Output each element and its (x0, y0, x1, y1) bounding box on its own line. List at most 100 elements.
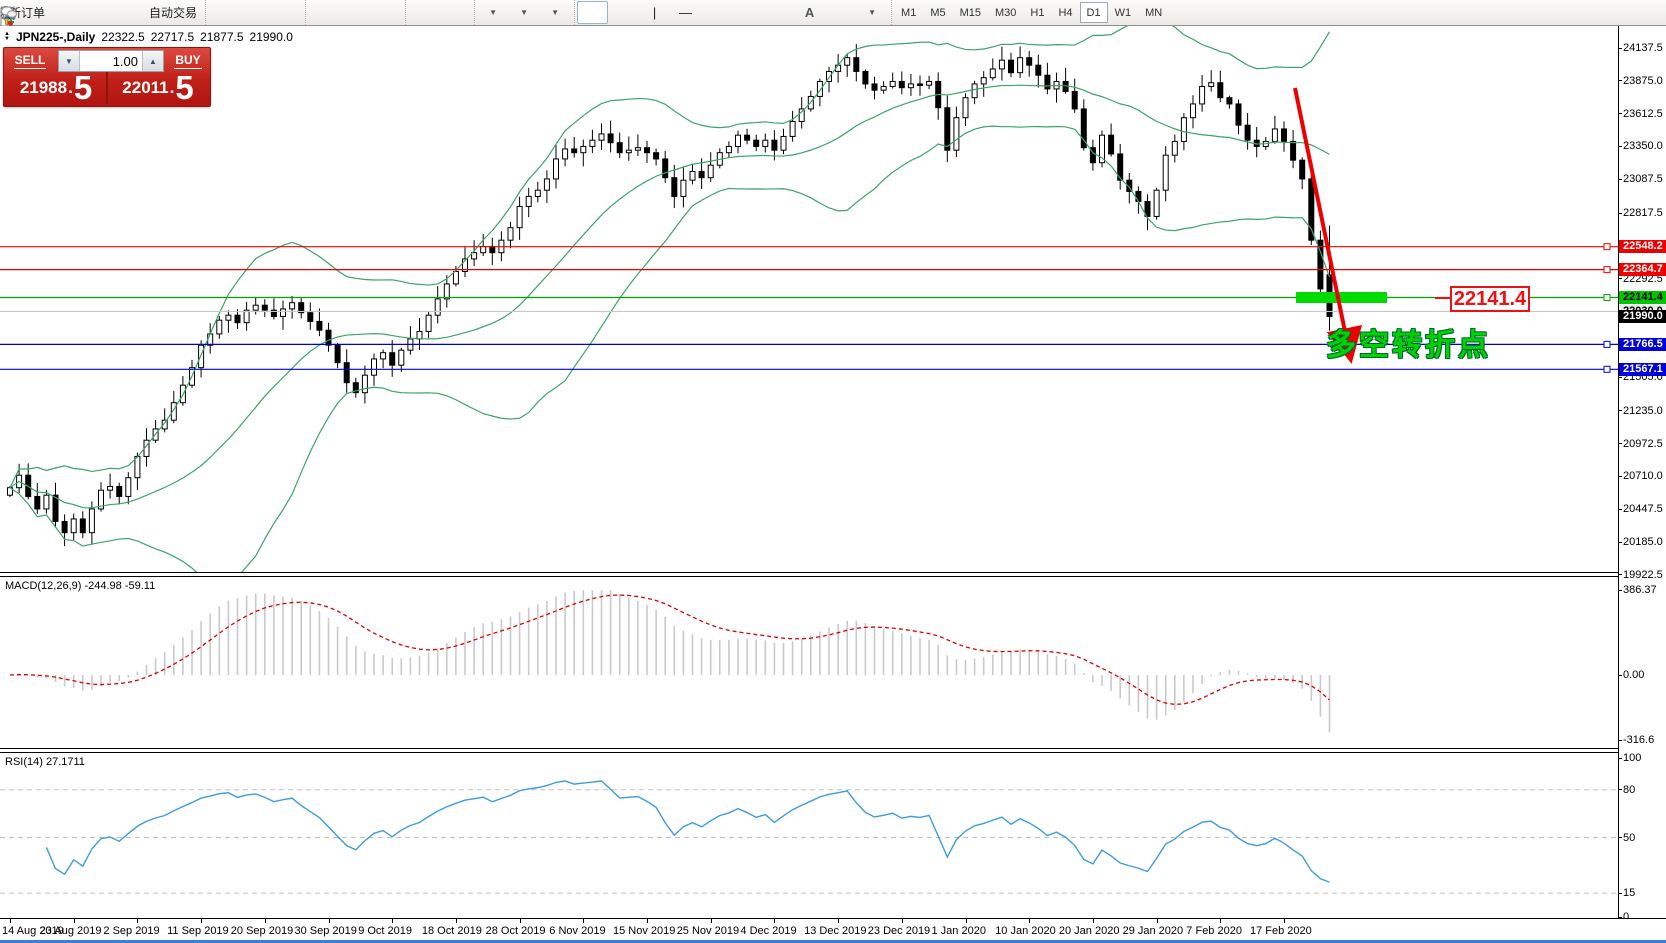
line-handle (1603, 266, 1611, 274)
candle-body (944, 107, 951, 151)
line-handle (1603, 243, 1611, 251)
candle-body (361, 374, 368, 394)
candle-body (1135, 190, 1142, 202)
horizontal-line-tool[interactable]: — (679, 5, 693, 20)
price-tick (1619, 47, 1622, 49)
candle-body (252, 304, 259, 311)
candle-body (616, 142, 623, 154)
candle-body (534, 189, 541, 197)
text-tool[interactable]: A (804, 5, 815, 20)
tile-windows-icon[interactable] (1, 1, 401, 24)
timeframe-M1[interactable]: M1 (901, 6, 917, 19)
price-axis[interactable]: 24137.5 23875.0 23612.5 23350.0 23087.5 22817… (1618, 26, 1666, 923)
candle-body (862, 70, 869, 85)
cursor-tool[interactable] (4, 1, 609, 24)
candle-body (243, 309, 250, 324)
price-chart[interactable] (0, 26, 1618, 572)
time-axis[interactable]: 14 Aug 2019 23 Aug 2019 2 Sep 2019 11 Sep 2… (0, 919, 1666, 940)
toolbar-group-standard: 新订单 自动交易 (0, 0, 205, 26)
bollinger-band (9, 125, 1331, 572)
price-level-chip[interactable]: 22548.2 (1619, 240, 1666, 254)
price-tick-label: 23612.5 (1623, 107, 1663, 120)
line-chart-icon[interactable] (0, 1, 301, 24)
timeframe-MN[interactable]: MN (1145, 6, 1163, 19)
vertical-line-tool[interactable]: | (652, 5, 657, 20)
timeframe-H1[interactable]: H1 (1030, 6, 1045, 19)
price-level-chip[interactable]: 21567.1 (1619, 362, 1666, 376)
candlestick-chart-icon[interactable] (1, 1, 270, 24)
shapes-dropdown[interactable]: ▼ (1, 1, 887, 24)
timeframe-M5[interactable]: M5 (930, 6, 946, 19)
bar-chart-icon[interactable] (1, 1, 239, 24)
trend-arrow (1293, 87, 1363, 364)
rsi-scale-label: 80 (1623, 783, 1636, 796)
price-level-chip[interactable]: 22141.4 (1619, 291, 1666, 304)
panel-separator[interactable] (0, 572, 1618, 577)
time-tick-label: 2 Sep 2019 (103, 925, 160, 937)
time-tick-label: 9 Oct 2019 (358, 925, 413, 937)
panel-separator[interactable] (0, 748, 1618, 753)
candle-body (34, 495, 41, 510)
sell-button[interactable]: SELL (13, 53, 47, 69)
zoom-out-icon[interactable] (1, 1, 370, 24)
macd-panel[interactable] (0, 576, 1618, 748)
candle-body (1226, 97, 1233, 105)
text-label-tool[interactable]: T (0, 1, 856, 24)
data-window-icon[interactable] (0, 1, 111, 24)
volume-input[interactable]: 1.00 (80, 51, 142, 71)
price-tick (1619, 475, 1622, 477)
search-icon[interactable] (1, 1, 1631, 24)
price-tick (1619, 574, 1622, 576)
macd-values: -244.98 -59.11 (84, 580, 156, 592)
chat-icon[interactable] (1, 1, 1662, 24)
candle-body (1180, 117, 1187, 142)
trendline-tool[interactable] (1, 1, 732, 24)
zoom-in-icon[interactable] (1, 1, 339, 24)
sell-price-display[interactable]: 21988. 5 (19, 69, 93, 106)
timeframe-H4[interactable]: H4 (1058, 6, 1073, 19)
market-watch-icon[interactable] (1, 1, 80, 24)
timeframe-M30[interactable]: M30 (995, 6, 1017, 19)
timeframe-M15[interactable]: M15 (959, 6, 981, 19)
periods-dropdown[interactable]: ▼ (1, 1, 539, 24)
autotrading-button[interactable]: 自动交易 (1, 1, 201, 26)
candle-body (61, 520, 68, 534)
buy-button[interactable]: BUY (174, 53, 202, 69)
auto-scroll-icon[interactable] (2, 1, 439, 24)
price-callout[interactable]: 22141.4 (1450, 286, 1530, 312)
candle-body (170, 402, 177, 421)
templates-dropdown[interactable]: ▼ (0, 1, 570, 24)
candle-body (425, 314, 432, 332)
candle-body (280, 308, 286, 317)
ohlc-high: 22717.5 (150, 30, 195, 44)
buy-price-display[interactable]: 22011. 5 (122, 69, 194, 106)
timeframe-W1[interactable]: W1 (1114, 6, 1132, 19)
volume-decrease-button[interactable]: ▼ (59, 51, 80, 71)
annotation-text[interactable]: 多空转折点 (1326, 329, 1491, 362)
rsi-panel[interactable] (0, 752, 1618, 918)
fibonacci-tool[interactable]: F (1, 1, 794, 24)
time-tick-label: 7 Feb 2020 (1186, 925, 1242, 937)
candle-body (1199, 85, 1206, 105)
rsi-scale-tick (1619, 837, 1622, 838)
price-level-chip[interactable]: 22364.7 (1619, 263, 1666, 277)
rsi-scale-tick (1619, 757, 1622, 759)
candle-body (853, 57, 860, 72)
price-tick (1619, 278, 1622, 280)
indicators-dropdown[interactable]: ▼ (2, 1, 508, 24)
channel-tool[interactable]: E (0, 1, 763, 24)
price-level-chip[interactable]: 21766.5 (1619, 337, 1666, 351)
candle-body (125, 477, 132, 497)
volume-increase-button[interactable]: ▲ (142, 51, 163, 71)
timeframe-D1[interactable]: D1 (1079, 2, 1108, 23)
candle-body (516, 205, 523, 229)
crosshair-tool[interactable] (1, 1, 639, 24)
candle-body (261, 304, 268, 311)
candle-body (225, 314, 232, 321)
candle-body (98, 489, 104, 510)
toolbar-group-right (1, 0, 1666, 25)
candle-body (816, 80, 823, 97)
collapse-panel-icon[interactable]: ▲ ▼ (4, 31, 10, 42)
signals-icon[interactable] (1, 1, 142, 24)
chart-shift-icon[interactable]: * (2, 1, 470, 24)
